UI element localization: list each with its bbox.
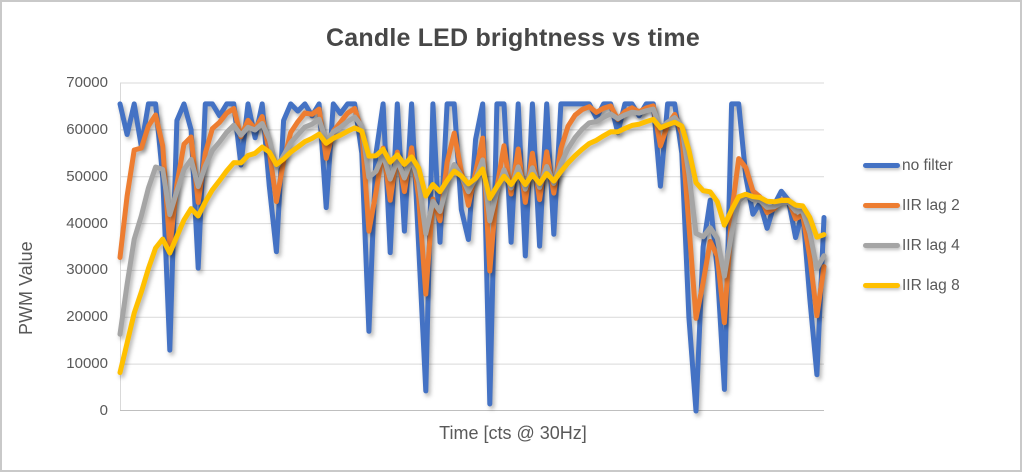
legend-swatch-iir-lag-2 [863,203,900,208]
series-line-iir-lag-8 [117,116,827,376]
legend-label-iir-lag-4: IIR lag 4 [902,236,960,254]
legend-swatch-iir-lag-4 [863,243,900,248]
plot-area [117,82,827,414]
y-axis-tick-label: 0 [99,402,108,419]
y-axis-tick-label: 20000 [66,308,108,326]
y-axis-tick-label: 30000 [66,261,108,279]
y-axis-tick-label: 40000 [66,214,108,232]
legend-label-iir-lag-2: IIR lag 2 [902,196,960,214]
x-axis-title: Time [cts @ 30Hz] [439,423,587,443]
legend-label-iir-lag-8: IIR lag 8 [902,276,960,294]
legend-label-no-filter: no filter [902,156,953,174]
legend-swatch-no-filter [863,163,900,168]
legend-item-iir-lag-2: IIR lag 2 [863,192,960,219]
y-axis-tick-label: 70000 [66,74,108,91]
series-line-iir-lag-4 [117,106,827,337]
legend-swatch-iir-lag-8 [863,283,900,288]
legend-item-iir-lag-4: IIR lag 4 [863,232,960,259]
y-axis-tick-label: 50000 [66,167,108,185]
y-axis-tick-label: 10000 [66,355,108,373]
legend: no filter IIR lag 2 IIR lag 4 IIR lag 8 [863,152,960,312]
y-axis-tick-label: 60000 [66,120,108,138]
legend-item-no-filter: no filter [863,152,960,179]
chart-title: Candle LED brightness vs time [326,24,700,52]
legend-item-iir-lag-8: IIR lag 8 [863,272,960,299]
